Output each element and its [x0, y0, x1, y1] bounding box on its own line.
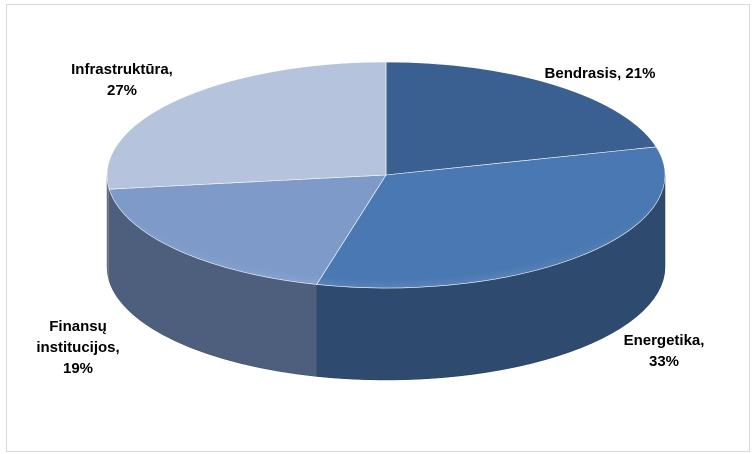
- data-label-finansu-institucijos: Finansų institucijos, 19%: [36, 318, 119, 377]
- pie-tops: [106, 61, 666, 289]
- data-label-line: 19%: [63, 360, 93, 377]
- data-label-line: Infrastruktūra,: [71, 61, 173, 78]
- data-label-line: Finansų: [49, 318, 107, 335]
- slice-labels: Bendrasis, 21% Energetika, 33% Finansų insti…: [36, 61, 704, 377]
- data-label-line: Energetika,: [624, 332, 705, 349]
- data-label-bendrasis: Bendrasis, 21%: [545, 65, 656, 82]
- pie-rim-highlight: [107, 62, 665, 288]
- data-label-line: 33%: [649, 353, 679, 370]
- data-label-energetika: Energetika, 33%: [624, 332, 705, 370]
- data-label-line: 27%: [107, 82, 137, 99]
- data-label-infrastruktura: Infrastruktūra, 27%: [71, 61, 173, 99]
- data-label-line: institucijos,: [36, 339, 119, 356]
- pie-side-infrastruktura: [106, 174, 110, 282]
- data-label-line: Bendrasis, 21%: [545, 65, 656, 82]
